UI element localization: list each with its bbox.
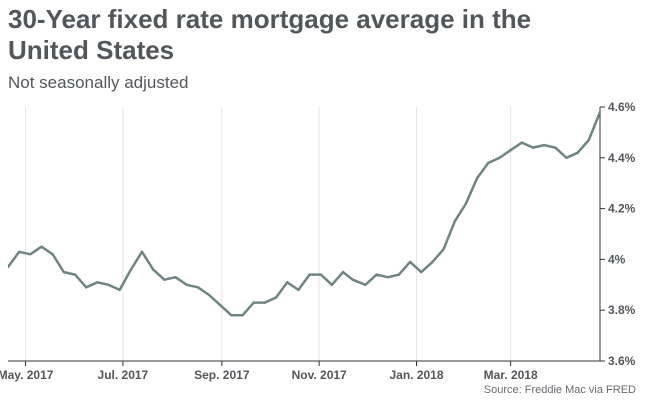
x-tick-label: Sep. 2017 xyxy=(194,368,250,382)
data-point xyxy=(73,273,77,276)
data-point xyxy=(554,146,557,149)
data-point xyxy=(431,260,434,264)
data-point xyxy=(531,146,535,149)
y-tick-label: 4% xyxy=(608,252,626,266)
data-point xyxy=(420,270,423,274)
x-tick-label: Mar. 2018 xyxy=(484,368,538,382)
x-tick-label: Nov. 2017 xyxy=(292,368,347,382)
data-point xyxy=(219,303,222,307)
data-point xyxy=(286,281,289,284)
chart-subtitle: Not seasonally adjusted xyxy=(8,73,189,92)
y-tick-label: 3.8% xyxy=(608,303,636,317)
data-point xyxy=(364,283,367,286)
data-point xyxy=(319,273,322,276)
data-point xyxy=(453,220,456,223)
data-point xyxy=(140,250,144,253)
data-point xyxy=(241,314,244,317)
data-point xyxy=(464,202,468,205)
data-point xyxy=(475,176,479,180)
data-point xyxy=(274,296,278,299)
data-point xyxy=(442,248,445,251)
data-point xyxy=(565,156,568,159)
data-point xyxy=(509,149,512,152)
data-point xyxy=(40,245,43,248)
data-point xyxy=(576,151,579,154)
data-point xyxy=(543,143,546,147)
data-point xyxy=(85,286,88,289)
data-point xyxy=(386,276,389,279)
data-point xyxy=(263,301,267,304)
data-point xyxy=(96,281,99,284)
data-point xyxy=(598,110,600,114)
data-point xyxy=(330,283,334,286)
x-tick-label: Jul. 2017 xyxy=(98,368,149,382)
data-point xyxy=(174,276,177,279)
source-note: Source: Freddie Mac via FRED xyxy=(483,384,636,396)
data-point xyxy=(498,156,501,159)
data-point xyxy=(152,268,155,271)
data-point xyxy=(62,270,65,274)
data-point xyxy=(185,283,188,286)
data-point xyxy=(297,288,300,292)
data-point xyxy=(397,273,401,276)
data-point xyxy=(129,268,133,271)
data-point xyxy=(308,273,311,276)
data-point xyxy=(118,288,121,292)
y-tick-label: 3.6% xyxy=(608,354,636,368)
data-point xyxy=(487,161,490,165)
data-point xyxy=(8,265,10,269)
data-point xyxy=(520,141,523,144)
data-point xyxy=(107,283,110,286)
data-point xyxy=(351,278,354,281)
data-point xyxy=(18,250,21,253)
data-point xyxy=(196,286,200,289)
x-tick-label: May. 2017 xyxy=(0,368,54,382)
data-point xyxy=(375,273,378,276)
data-point xyxy=(163,278,166,281)
data-point xyxy=(207,293,211,297)
data-point xyxy=(252,301,255,304)
data-point xyxy=(408,260,412,264)
data-point xyxy=(29,253,32,256)
data-point xyxy=(51,253,54,256)
data-point xyxy=(341,270,345,274)
y-tick-label: 4.2% xyxy=(608,202,636,216)
data-point xyxy=(587,138,590,142)
data-point xyxy=(230,314,233,317)
x-tick-label: Jan. 2018 xyxy=(389,368,443,382)
chart-title: 30-Year fixed rate mortgage average in t… xyxy=(8,4,532,65)
y-tick-label: 4.4% xyxy=(608,151,636,165)
series-line xyxy=(8,110,600,317)
y-tick-label: 4.6% xyxy=(608,100,636,114)
